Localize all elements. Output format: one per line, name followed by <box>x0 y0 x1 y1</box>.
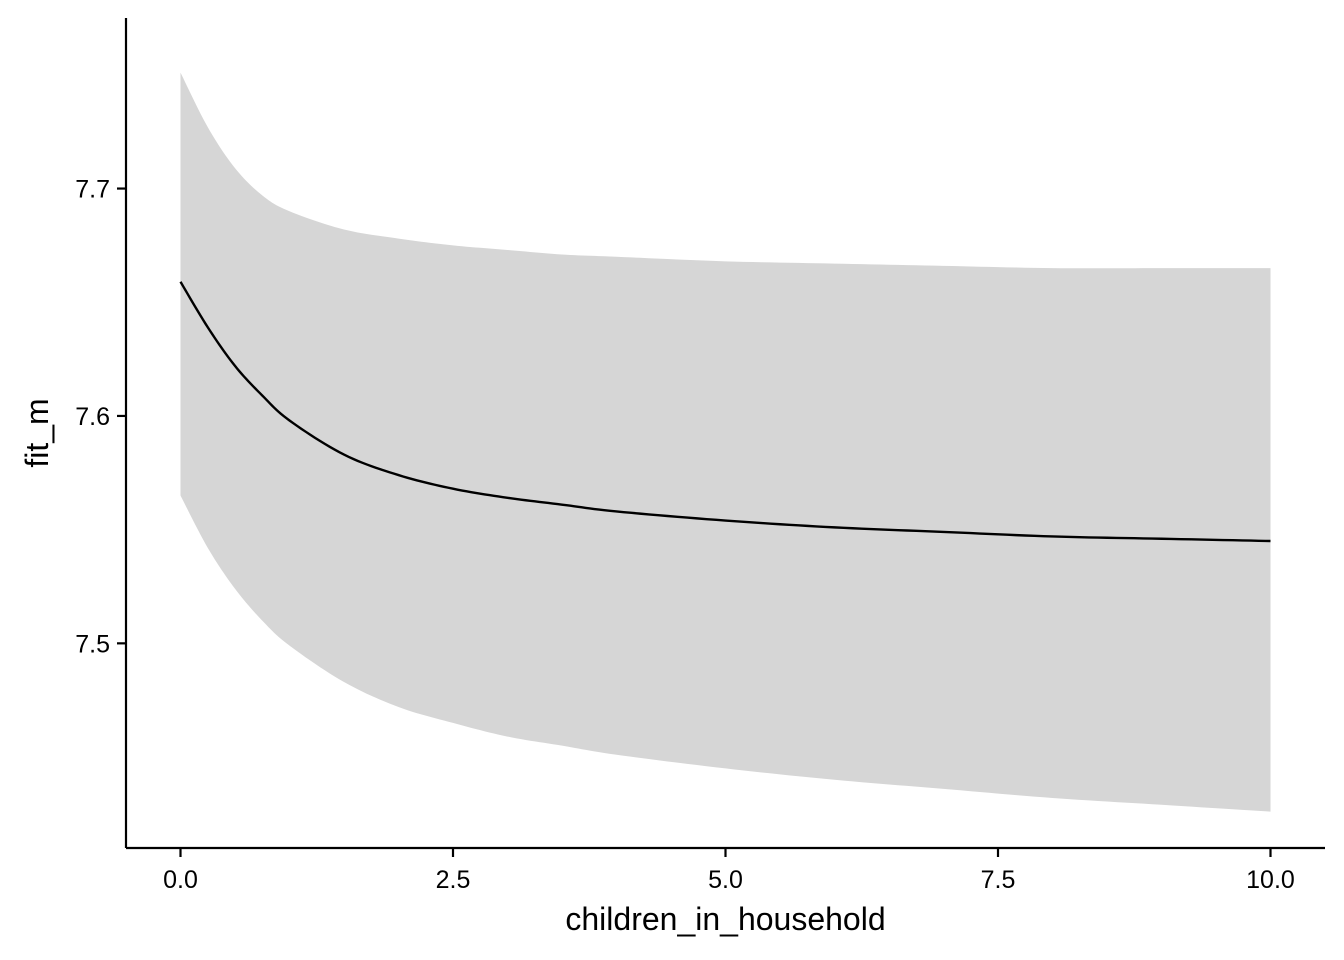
x-tick-label: 2.5 <box>436 866 471 894</box>
x-tick-label: 7.5 <box>981 866 1016 894</box>
plot-area <box>179 72 1271 812</box>
y-axis-title: fit_m <box>19 398 55 467</box>
y-axis-ticks: 7.5 7.6 7.7 <box>75 176 126 658</box>
confidence-band <box>180 72 1271 812</box>
y-tick-label: 7.5 <box>75 630 110 658</box>
y-tick-label: 7.7 <box>75 176 110 204</box>
y-tick-label: 7.6 <box>75 403 110 431</box>
x-tick-label: 5.0 <box>708 866 743 894</box>
x-tick-label: 0.0 <box>163 866 198 894</box>
x-axis-title: children_in_household <box>565 901 885 937</box>
fit-line <box>179 281 1271 543</box>
axes: 0.0 2.5 5.0 7.5 10.0 7.5 7.6 7.7 <box>75 18 1325 894</box>
x-tick-label: 10.0 <box>1246 866 1295 894</box>
x-axis-ticks: 0.0 2.5 5.0 7.5 10.0 <box>163 848 1295 894</box>
